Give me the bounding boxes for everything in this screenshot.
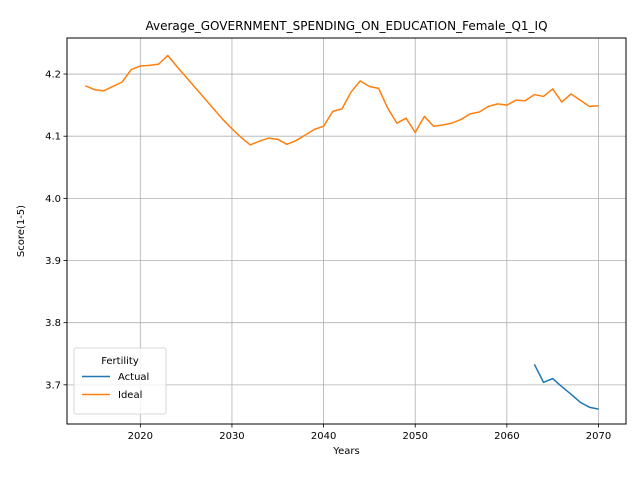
x-tick-label: 2020 — [128, 431, 153, 442]
y-tick-label: 4.0 — [45, 194, 61, 205]
x-tick-label: 2050 — [403, 431, 428, 442]
series-line-ideal — [85, 54, 599, 146]
y-tick-label: 3.7 — [45, 380, 61, 391]
y-tick-label: 4.1 — [45, 132, 61, 143]
legend-title: Fertility — [101, 356, 139, 367]
legend-entry: Actual — [118, 372, 149, 383]
y-tick-label: 3.9 — [45, 256, 61, 267]
x-tick-label: 2040 — [311, 431, 336, 442]
legend-box — [73, 347, 167, 415]
axis-ticks: 2020 2030 2040 2050 2060 2070 3.7 3.8 3.9 4.0 4.1 4… — [45, 70, 611, 442]
legend-entry: Ideal — [118, 390, 142, 401]
y-axis-label: Score(1-5) — [16, 205, 27, 257]
y-tick-label: 3.8 — [45, 318, 61, 329]
grid-lines — [67, 38, 626, 424]
x-axis-label: Years — [332, 446, 359, 457]
series-line-actual — [533, 363, 599, 410]
x-tick-label: 2060 — [494, 431, 519, 442]
x-tick-label: 2030 — [219, 431, 244, 442]
x-tick-label: 2070 — [586, 431, 611, 442]
series-layer — [85, 54, 599, 410]
legend: Fertility Actual Ideal — [73, 347, 167, 415]
chart-title: Average_GOVERNMENT_SPENDING_ON_EDUCATION… — [145, 19, 547, 33]
y-tick-label: 4.2 — [45, 70, 61, 81]
plot-frame — [66, 37, 627, 425]
